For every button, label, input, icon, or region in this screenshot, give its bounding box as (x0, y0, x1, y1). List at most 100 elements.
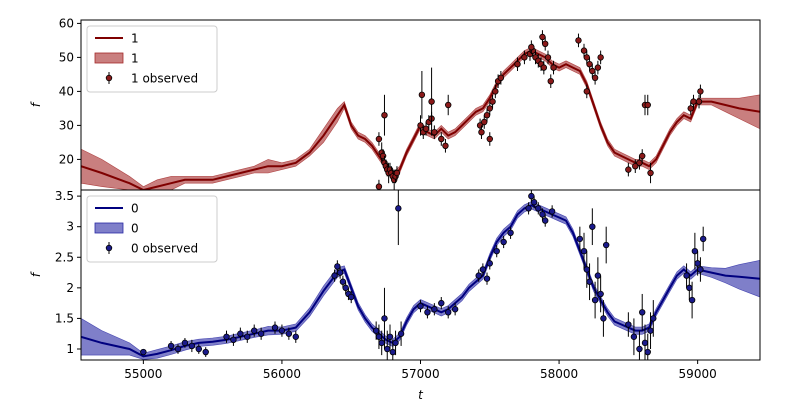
y-tick-label: 30 (59, 118, 74, 132)
observed-point (230, 336, 237, 344)
observed-point (525, 205, 532, 212)
observed-point (431, 306, 438, 313)
observed-point (202, 348, 209, 356)
y-tick-label: 3 (66, 220, 74, 234)
legend: 0 0 0 observed (86, 195, 218, 263)
observed-point (483, 275, 491, 282)
observed-point (687, 105, 694, 112)
y-tick-label: 20 (59, 152, 74, 166)
observed-point (580, 247, 588, 255)
observed-point (597, 54, 604, 61)
observed-point (478, 128, 485, 136)
x-tick-label: 56000 (263, 367, 301, 381)
observed-point (292, 333, 299, 340)
observed-point (418, 91, 426, 98)
observed-point (285, 330, 293, 337)
observed-point (586, 278, 593, 285)
y-tick-label: 2.5 (55, 250, 74, 264)
observed-point (384, 345, 391, 353)
observed-point (438, 135, 445, 143)
observed-point (417, 302, 424, 310)
observed-point (486, 135, 493, 143)
observed-point (639, 152, 646, 160)
observed-point (600, 315, 607, 322)
observed-point (625, 166, 632, 173)
observed-point (497, 74, 505, 81)
observed-point (641, 339, 649, 347)
observed-point (417, 122, 424, 129)
x-tick-label: 57000 (401, 367, 439, 381)
observed-point (489, 98, 496, 105)
observed-point (431, 128, 438, 136)
observed-point (697, 266, 704, 273)
observed-point (691, 247, 699, 255)
observed-point (379, 152, 387, 160)
observed-point (481, 118, 488, 126)
observed-point (625, 321, 632, 328)
x-tick-label: 59000 (679, 367, 717, 381)
y-tick-label: 60 (59, 16, 74, 30)
observed-point (644, 101, 651, 109)
observed-point (392, 339, 399, 347)
observed-point (372, 327, 380, 334)
observed-point (686, 284, 693, 292)
legend-band-swatch (94, 52, 124, 64)
observed-point (378, 339, 385, 347)
observed-point (195, 345, 202, 353)
observed-point (636, 159, 643, 166)
observed-point (548, 208, 556, 215)
model-line (81, 204, 760, 358)
observed-point (223, 333, 230, 340)
observed-point (583, 266, 590, 273)
observed-point (336, 269, 344, 276)
panel-bottom: 1 1.5 2 2.5 3 3.5 55000 56000 57000 58000 59000 f t 0… (29, 189, 761, 402)
observed-point (602, 241, 610, 249)
observed-point (528, 44, 535, 51)
observed-point (589, 223, 596, 230)
observed-point (544, 54, 552, 61)
y-tick-label: 50 (59, 50, 74, 64)
observed-point (535, 205, 542, 212)
x-tick-label: 55000 (124, 367, 162, 381)
observed-point (528, 192, 535, 200)
observed-point (695, 98, 703, 105)
observed-point (583, 54, 590, 61)
observed-point (644, 348, 651, 356)
observed-point (475, 272, 482, 279)
observed-point (699, 235, 707, 243)
observed-point (597, 290, 604, 298)
observed-point (375, 183, 383, 190)
panel-top: 20 30 40 50 60 f 1 1 1 observed (29, 16, 761, 191)
observed-point (334, 263, 341, 270)
observed-point (514, 60, 521, 68)
observed-point (507, 229, 514, 237)
observed-point (257, 330, 265, 337)
observed-point (451, 306, 459, 313)
observed-point (428, 98, 435, 105)
observed-point (167, 342, 175, 350)
observed-point (342, 284, 349, 292)
observed-point (632, 162, 639, 170)
observed-point (694, 260, 701, 267)
observed-point (540, 64, 548, 71)
observed-point (381, 111, 388, 119)
legend-label: 0 (131, 202, 139, 216)
observed-point (591, 296, 599, 304)
observed-point (583, 88, 590, 95)
observed-point (181, 339, 189, 347)
legend-label: 0 observed (131, 242, 198, 256)
observed-point (483, 111, 491, 119)
observed-point (331, 272, 338, 279)
observed-point (424, 309, 431, 316)
observed-point (445, 101, 452, 109)
observed-point (580, 47, 588, 54)
observed-point (539, 33, 546, 41)
observed-point (539, 211, 546, 218)
observed-point (251, 327, 258, 334)
observed-point (550, 64, 557, 71)
observed-point (375, 333, 383, 340)
y-tick-label: 40 (59, 84, 74, 98)
observed-point (586, 60, 593, 68)
observed-point (493, 247, 500, 255)
observed-point (348, 293, 355, 301)
